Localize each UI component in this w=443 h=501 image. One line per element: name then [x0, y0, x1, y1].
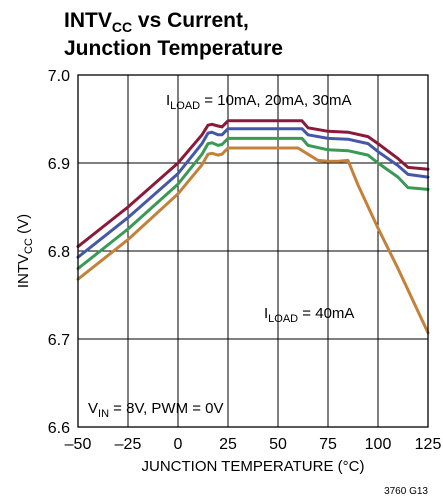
x-tick-label: 25	[219, 436, 237, 453]
series-line-2	[76, 127, 430, 259]
x-tick-label: –25	[115, 436, 142, 453]
y-tick-label: 6.7	[48, 332, 70, 349]
y-tick-label: 6.8	[48, 244, 70, 261]
x-tick-label: 0	[174, 436, 183, 453]
conditions-annotation: VIN = 8V, PWM = 0V	[88, 400, 224, 420]
series-line-3	[76, 136, 430, 271]
series-line-1	[76, 119, 430, 249]
chart-title-line1: INTVCC vs Current,	[64, 9, 249, 35]
x-tick-label: 100	[365, 436, 392, 453]
series-layer	[76, 119, 430, 335]
y-tick-label: 6.6	[48, 420, 70, 437]
figure-code: 3760 G13	[384, 486, 428, 497]
x-tick-label: –50	[65, 436, 92, 453]
x-tick-label: 50	[269, 436, 287, 453]
x-axis-label: JUNCTION TEMPERATURE (°C)	[142, 458, 365, 475]
gridlines	[78, 75, 428, 427]
series-line-4	[76, 146, 430, 335]
y-tick-labels: 6.6 6.7 6.8 6.9 7.0	[48, 68, 70, 437]
y-tick-label: 7.0	[48, 68, 70, 85]
x-tick-label: 125	[415, 436, 442, 453]
load-annotation-top: ILOAD = 10mA, 20mA, 30mA	[166, 92, 351, 112]
x-tick-labels: –50 –25 0 25 50 75 100 125	[65, 436, 442, 453]
y-axis-label: INTVCC (V)	[15, 214, 35, 288]
x-tick-label: 75	[319, 436, 337, 453]
plot-frame	[77, 74, 429, 428]
y-tick-label: 6.9	[48, 156, 70, 173]
load-annotation-bottom: ILOAD = 40mA	[264, 305, 354, 325]
chart-title-line2: Junction Temperature	[64, 37, 283, 60]
